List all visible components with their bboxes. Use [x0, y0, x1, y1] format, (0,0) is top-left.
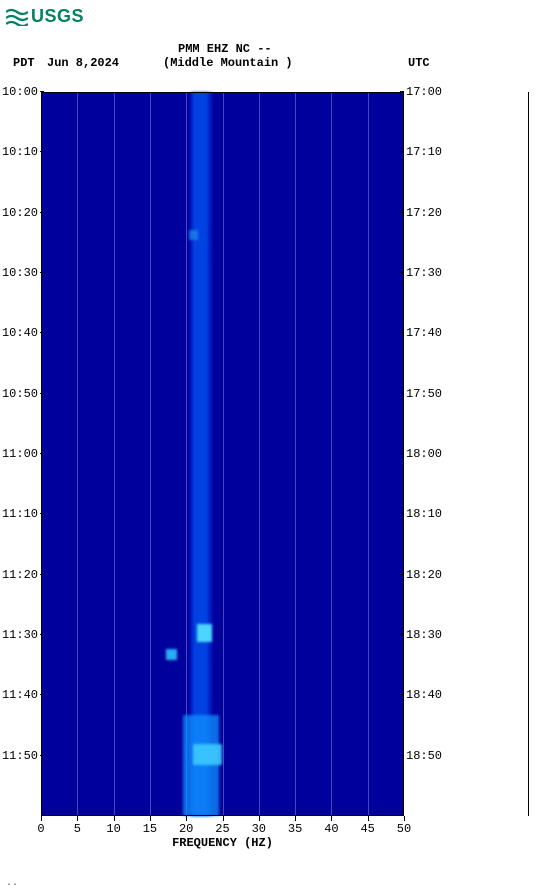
x-tick-mark: [150, 816, 151, 821]
y-tick-left: 10:00: [0, 86, 38, 98]
x-tick-label: 40: [324, 822, 338, 836]
location-label: (Middle Mountain ): [163, 56, 293, 70]
y-tick-left: 11:50: [0, 750, 38, 762]
x-axis-label: FREQUENCY (HZ): [41, 836, 404, 850]
spectrogram-canvas: [41, 92, 404, 816]
scale-bar: [528, 92, 529, 816]
y-tick-right: 18:40: [406, 689, 450, 701]
y-tick-right: 18:00: [406, 448, 450, 460]
x-tick-mark: [331, 816, 332, 821]
x-tick-mark: [368, 816, 369, 821]
x-tick-label: 10: [106, 822, 120, 836]
spectrogram-feature: [193, 744, 222, 766]
gridline: [259, 92, 260, 816]
x-tick-label: 35: [288, 822, 302, 836]
gridline: [77, 92, 78, 816]
gridline: [186, 92, 187, 816]
y-tick-right: 17:30: [406, 267, 450, 279]
spectrogram-feature: [189, 230, 198, 241]
gridline: [368, 92, 369, 816]
wave-icon: [6, 8, 28, 26]
y-tick-right: 17:40: [406, 327, 450, 339]
gridline: [223, 92, 224, 816]
y-tick-right: 17:50: [406, 388, 450, 400]
x-tick-mark: [223, 816, 224, 821]
y-tick-left: 11:30: [0, 629, 38, 641]
logo-text: USGS: [31, 6, 84, 27]
y-tick-left: 10:50: [0, 388, 38, 400]
timezone-right-label: UTC: [408, 56, 430, 70]
x-tick-mark: [259, 816, 260, 821]
x-tick-label: 0: [37, 822, 44, 836]
x-tick-label: 5: [74, 822, 81, 836]
spectrogram-feature: [166, 649, 177, 660]
y-tick-right: 17:20: [406, 207, 450, 219]
usgs-logo: USGS: [6, 6, 84, 27]
x-tick-mark: [114, 816, 115, 821]
y-tick-right: 18:50: [406, 750, 450, 762]
spectrogram-feature: [193, 92, 208, 816]
x-tick-mark: [41, 816, 42, 821]
y-tick-left: 10:20: [0, 207, 38, 219]
gridline: [114, 92, 115, 816]
station-label: PMM EHZ NC --: [178, 42, 272, 56]
y-tick-right: 18:20: [406, 569, 450, 581]
y-tick-left: 11:20: [0, 569, 38, 581]
footer-mark: ..: [6, 878, 18, 889]
spectrogram-plot: [41, 92, 404, 816]
spectrogram-feature: [197, 624, 212, 642]
y-tick-left: 11:00: [0, 448, 38, 460]
x-tick-mark: [186, 816, 187, 821]
timezone-left-label: PDT: [13, 56, 35, 70]
y-tick-left: 10:30: [0, 267, 38, 279]
x-tick-label: 20: [179, 822, 193, 836]
gridline: [295, 92, 296, 816]
y-tick-left: 11:10: [0, 508, 38, 520]
y-tick-left: 11:40: [0, 689, 38, 701]
x-tick-label: 50: [397, 822, 411, 836]
gridline: [331, 92, 332, 816]
x-tick-label: 25: [215, 822, 229, 836]
date-label: Jun 8,2024: [47, 56, 119, 70]
y-tick-right: 18:10: [406, 508, 450, 520]
y-tick-right: 18:30: [406, 629, 450, 641]
x-tick-label: 15: [143, 822, 157, 836]
y-tick-left: 10:10: [0, 146, 38, 158]
x-tick-mark: [404, 816, 405, 821]
gridline: [150, 92, 151, 816]
y-tick-right: 17:10: [406, 146, 450, 158]
x-tick-mark: [295, 816, 296, 821]
x-tick-mark: [77, 816, 78, 821]
y-tick-left: 10:40: [0, 327, 38, 339]
x-tick-label: 30: [252, 822, 266, 836]
y-tick-right: 17:00: [406, 86, 450, 98]
x-tick-label: 45: [360, 822, 374, 836]
